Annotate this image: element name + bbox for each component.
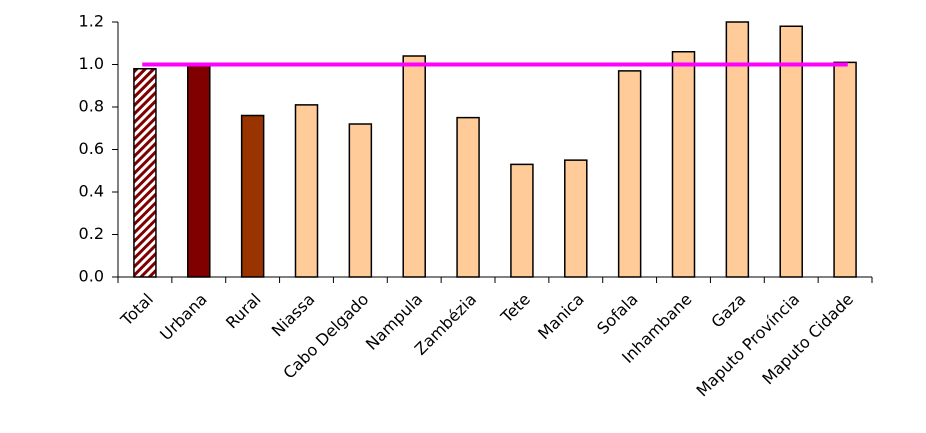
- y-tick-label: 0.4: [79, 182, 104, 201]
- y-tick-label: 0.6: [79, 139, 104, 158]
- y-tick-label: 1.0: [79, 54, 104, 73]
- y-tick-label: 0.2: [79, 224, 104, 243]
- y-tick-label: 0.0: [79, 267, 104, 286]
- bar: [402, 55, 426, 278]
- x-tick-label: Total: [116, 290, 157, 331]
- bar: [294, 104, 319, 278]
- x-tick-label: Rural: [222, 290, 265, 333]
- y-tick-label: 0.8: [79, 97, 104, 116]
- bar: [510, 163, 534, 278]
- x-tick-label: Tete: [496, 290, 533, 327]
- x-tick-label: Sofala: [593, 290, 642, 339]
- x-tick-label: Niassa: [268, 290, 319, 341]
- bar: [617, 70, 642, 278]
- x-tick-label: Maputo Província: [693, 290, 804, 401]
- x-tick-label: Maputo Cidade: [758, 290, 857, 389]
- bar: [456, 116, 480, 278]
- bar: [348, 123, 373, 278]
- x-tick-label: Gaza: [707, 290, 749, 332]
- bar: [725, 21, 750, 278]
- bar: [187, 63, 211, 278]
- x-tick-label: Manica: [534, 290, 588, 344]
- bar: [564, 159, 588, 278]
- bar: [133, 68, 157, 278]
- bar: [671, 51, 696, 278]
- y-tick-label: 1.2: [79, 12, 104, 31]
- bar: [833, 61, 857, 278]
- x-tick-label: Urbana: [156, 290, 211, 345]
- bar: [240, 114, 265, 278]
